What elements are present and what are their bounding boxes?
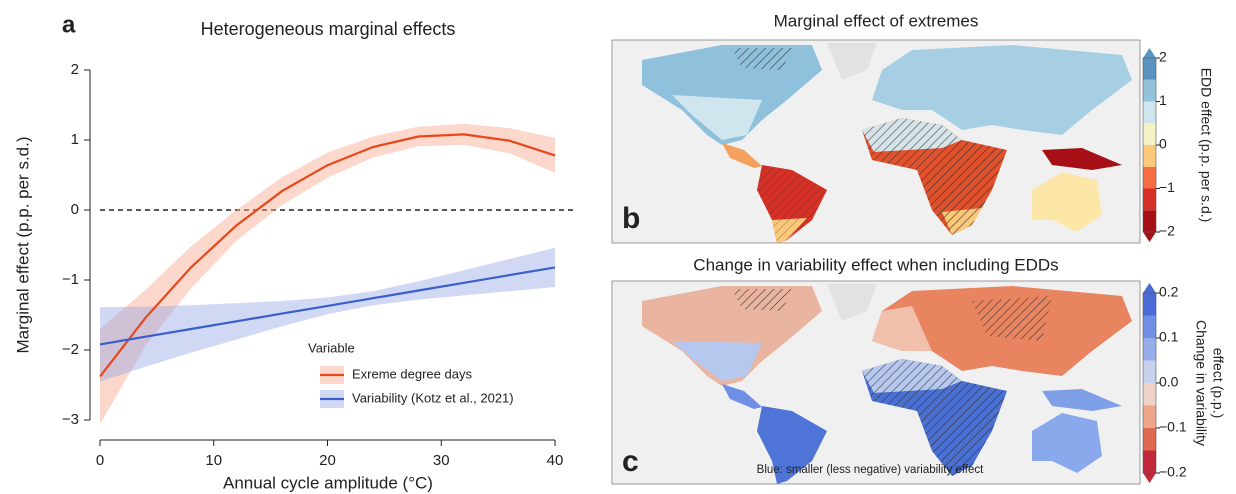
region: [872, 306, 932, 351]
colorbar-segment: [1143, 450, 1156, 473]
hatching: [732, 48, 792, 70]
colorbar-arrow: [1143, 283, 1156, 293]
y-tick-label: −2: [62, 341, 79, 358]
colorbar-segment: [1143, 338, 1156, 361]
x-tick-label: 30: [433, 452, 450, 469]
colorbar-tick-label: −0.1: [1159, 419, 1187, 435]
colorbar-segment: [1143, 428, 1156, 451]
colorbar-segment: [1143, 79, 1156, 102]
colorbar-segment: [1143, 360, 1156, 383]
x-tick-label: 40: [547, 452, 564, 469]
series-line: [99, 133, 556, 378]
colorbar-segment: [1143, 166, 1156, 189]
x-tick-label: 0: [96, 452, 104, 469]
region: [672, 341, 762, 381]
region: [672, 95, 762, 140]
legend-label: Variability (Kotz et al., 2021): [352, 390, 514, 405]
colorbar-label: EDD effect (p.p. per s.d.): [1198, 68, 1214, 223]
x-tick-label: 20: [319, 452, 336, 469]
map-title: Marginal effect of extremes: [774, 11, 979, 30]
hatching: [972, 296, 1052, 341]
confidence-band: [100, 123, 555, 425]
legend-label: Exreme degree days: [352, 366, 472, 381]
chart-title: Heterogeneous marginal effects: [201, 19, 456, 39]
y-tick-label: −3: [62, 411, 79, 428]
panel-letter: a: [62, 11, 76, 38]
colorbar-arrow: [1143, 232, 1156, 242]
y-tick-label: 1: [71, 131, 79, 148]
panel-letter: c: [622, 445, 639, 478]
colorbar-segment: [1143, 145, 1156, 167]
y-tick-label: −1: [62, 271, 79, 288]
y-tick-label: 2: [71, 61, 79, 78]
colorbar-segment: [1143, 315, 1156, 338]
colorbar-segment: [1143, 188, 1156, 211]
colorbar-segment: [1143, 58, 1156, 80]
colorbar-tick-label: −1: [1159, 179, 1175, 195]
colorbar-label: effect (p.p.): [1210, 348, 1226, 419]
colorbar-segment: [1143, 210, 1156, 232]
map-b: [611, 39, 1141, 244]
colorbar-segment: [1143, 293, 1156, 316]
x-tick-label: 10: [205, 452, 222, 469]
colorbar-tick-label: −2: [1159, 223, 1175, 239]
colorbar-tick-label: 1: [1159, 92, 1167, 108]
colorbar-label: Change in variability: [1193, 320, 1209, 446]
colorbar-segment: [1143, 123, 1156, 145]
colorbar-segment: [1143, 101, 1156, 124]
y-axis-label: Marginal effect (p.p. per s.d.): [13, 136, 32, 353]
colorbar-tick-label: 0.2: [1159, 284, 1179, 300]
colorbar-tick-label: 0: [1159, 136, 1167, 152]
colorbar-segment: [1143, 383, 1156, 406]
series-line: [99, 266, 556, 346]
x-axis-label: Annual cycle amplitude (°C): [223, 473, 433, 492]
hatching: [732, 289, 792, 311]
y-tick-label: 0: [71, 201, 79, 218]
colorbar-tick-label: 2: [1159, 49, 1167, 65]
colorbar-tick-label: 0.0: [1159, 374, 1179, 390]
colorbar-arrow: [1143, 48, 1156, 58]
annotation: Blue: smaller (less negative) variabilit…: [757, 464, 984, 476]
colorbar-tick-label: −0.2: [1159, 464, 1187, 480]
colorbar-arrow: [1143, 473, 1156, 483]
map-title: Change in variability effect when includ…: [693, 255, 1058, 274]
confidence-band: [100, 247, 555, 382]
colorbar-tick-label: 0.1: [1159, 329, 1179, 345]
colorbar-segment: [1143, 405, 1156, 428]
map-c: [611, 280, 1141, 485]
panel-letter: b: [622, 202, 640, 235]
legend-title: Variable: [308, 340, 355, 355]
